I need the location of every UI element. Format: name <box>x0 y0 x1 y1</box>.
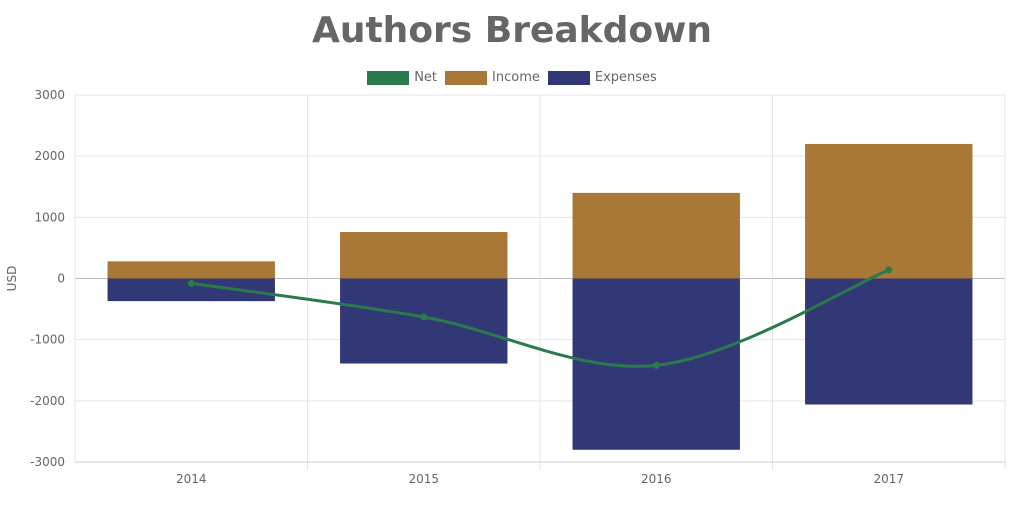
x-tick-label: 2015 <box>408 472 439 486</box>
legend-swatch-net <box>367 70 410 85</box>
income-bar[interactable] <box>340 232 508 279</box>
income-bar[interactable] <box>107 261 275 279</box>
y-axis-title: USD <box>5 266 19 292</box>
y-tick-label: -3000 <box>30 455 65 469</box>
y-tick-label: 2000 <box>34 149 65 163</box>
expenses-bar[interactable] <box>107 278 275 302</box>
y-tick-label: 3000 <box>34 88 65 102</box>
legend: Net Income Expenses <box>0 70 1024 85</box>
x-tick-label: 2014 <box>176 472 207 486</box>
net-point[interactable] <box>187 279 195 287</box>
net-line[interactable] <box>191 268 890 368</box>
net-point[interactable] <box>885 266 893 274</box>
legend-item-income[interactable]: Income <box>445 70 540 85</box>
net-point[interactable] <box>652 361 660 369</box>
y-tick-label: 1000 <box>34 210 65 224</box>
expenses-bar[interactable] <box>340 278 508 364</box>
y-tick-label: -1000 <box>30 333 65 347</box>
net-point[interactable] <box>420 313 428 321</box>
legend-swatch-expenses <box>547 70 590 85</box>
legend-label-expenses: Expenses <box>594 70 657 85</box>
income-bar[interactable] <box>805 143 973 279</box>
y-tick-label: -2000 <box>30 394 65 408</box>
legend-item-net[interactable]: Net <box>367 70 437 85</box>
income-bar[interactable] <box>572 192 740 279</box>
y-tick-label: 0 <box>57 272 65 286</box>
chart-title: Authors Breakdown <box>311 10 712 51</box>
legend-item-expenses[interactable]: Expenses <box>547 70 657 85</box>
legend-label-net: Net <box>414 70 438 85</box>
x-tick-label: 2016 <box>641 472 672 486</box>
legend-swatch-income <box>445 70 488 85</box>
x-tick-label: 2017 <box>873 472 904 486</box>
expenses-bar[interactable] <box>805 278 973 405</box>
legend-label-income: Income <box>492 70 540 85</box>
